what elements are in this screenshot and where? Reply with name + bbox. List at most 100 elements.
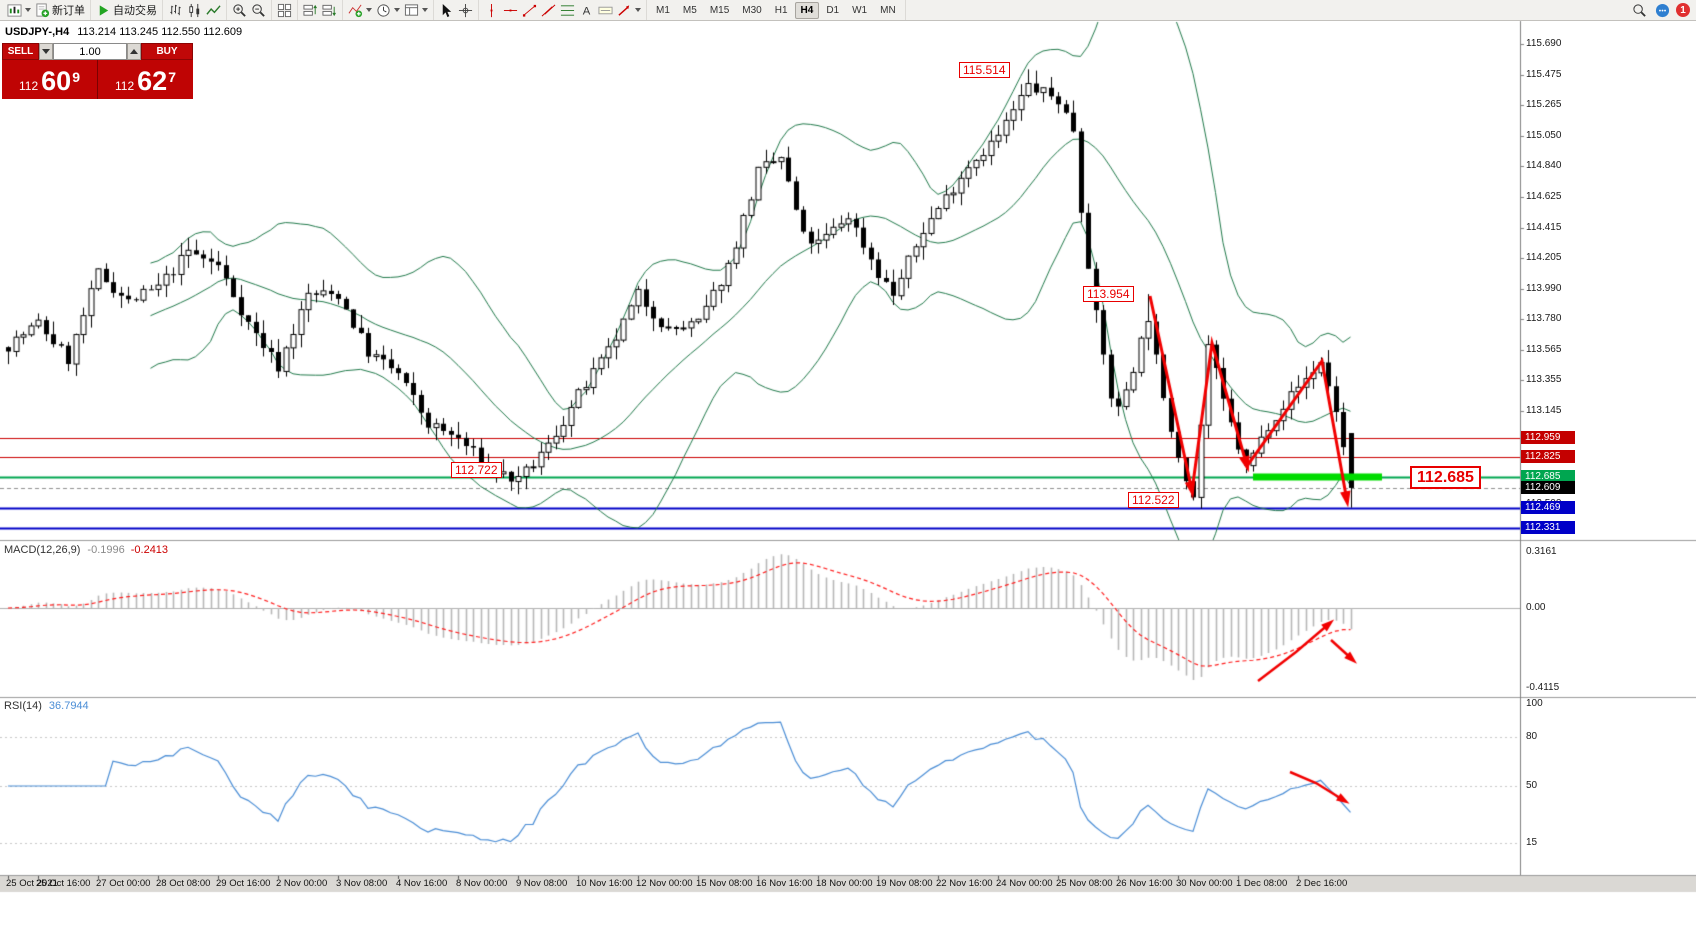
dropdown-caret-icon bbox=[25, 8, 31, 12]
vertical-line-tool-button[interactable] bbox=[482, 2, 501, 19]
timeframe-m30[interactable]: M30 bbox=[742, 4, 762, 16]
crosshair-tool-button[interactable] bbox=[456, 2, 475, 19]
indicators-button[interactable] bbox=[346, 2, 374, 19]
timeframe-mn[interactable]: MN bbox=[880, 4, 896, 16]
timeframe-m1[interactable]: M1 bbox=[656, 4, 670, 16]
fibo-icon bbox=[560, 3, 575, 18]
one-click-trading-panel: SELL BUY 112 60 9 112 62 7 bbox=[2, 43, 193, 99]
search-icon bbox=[1632, 3, 1647, 18]
chart-bars-icon bbox=[168, 3, 183, 18]
timeframe-m15[interactable]: M15 bbox=[709, 4, 730, 16]
cursor-tool-button[interactable] bbox=[437, 2, 456, 19]
buy-price-big: 62 bbox=[137, 66, 168, 96]
buy-price-prefix: 112 bbox=[115, 79, 135, 93]
macd-signal-value: -0.2413 bbox=[130, 544, 169, 556]
volume-decrease-button[interactable] bbox=[39, 43, 53, 60]
rsi-value: 36.7944 bbox=[48, 700, 89, 712]
indicators-icon bbox=[348, 3, 363, 18]
toolbar-group: A bbox=[479, 0, 647, 20]
label-tool-button[interactable] bbox=[596, 2, 615, 19]
toolbar-group bbox=[298, 0, 343, 20]
trade-panel-prices: 112 60 9 112 62 7 bbox=[2, 60, 193, 99]
vline-icon bbox=[484, 3, 499, 18]
dropdown-caret-icon bbox=[635, 8, 641, 12]
cascade-windows-button[interactable] bbox=[320, 2, 339, 19]
arrow-tools-button[interactable] bbox=[615, 2, 643, 19]
autotrade-button-label: 自动交易 bbox=[113, 5, 157, 17]
sell-price-prefix: 112 bbox=[19, 79, 39, 93]
decrease-icon bbox=[42, 49, 50, 54]
timeframe-h1[interactable]: H1 bbox=[774, 4, 788, 16]
macd-value: -0.1996 bbox=[87, 544, 125, 556]
sell-button[interactable]: SELL bbox=[2, 43, 39, 60]
search-button[interactable] bbox=[1630, 2, 1649, 19]
chart-type-line-button[interactable] bbox=[204, 2, 223, 19]
shapes-icon bbox=[617, 3, 632, 18]
toolbar-group bbox=[434, 0, 479, 20]
increase-icon bbox=[130, 49, 138, 54]
toolbar-group bbox=[272, 0, 298, 20]
trendline-tool-button[interactable] bbox=[520, 2, 539, 19]
toolbar-group bbox=[227, 0, 272, 20]
buy-price-sup: 7 bbox=[168, 69, 176, 85]
chat-icon bbox=[1655, 3, 1670, 18]
text-tool-button[interactable]: A bbox=[577, 2, 596, 19]
new-chart-icon bbox=[7, 3, 22, 18]
community-button[interactable] bbox=[1653, 2, 1672, 19]
tile-windows-button[interactable] bbox=[275, 2, 294, 19]
chart-type-bars-button[interactable] bbox=[166, 2, 185, 19]
zoom-in-icon bbox=[232, 3, 247, 18]
sell-price-sup: 9 bbox=[72, 69, 80, 85]
stack-down-icon bbox=[322, 3, 337, 18]
macd-name: MACD(12,26,9) bbox=[4, 544, 81, 556]
chart-candles-icon bbox=[187, 3, 202, 18]
zoom-out-button[interactable] bbox=[249, 2, 268, 19]
templates-button[interactable] bbox=[402, 2, 430, 19]
ohlc-values: 113.214 113.245 112.550 112.609 bbox=[77, 26, 243, 38]
main-toolbar: 新订单 自动交易 A M1 M5 M15 M30 H1 H4 D1 W1 MN 1 bbox=[0, 0, 1696, 21]
horizontal-line-tool-button[interactable] bbox=[501, 2, 520, 19]
notification-badge[interactable]: 1 bbox=[1676, 3, 1690, 17]
label-icon bbox=[598, 3, 613, 18]
toolbar-right: 1 bbox=[1630, 2, 1694, 19]
toolbar-group: 新订单 bbox=[2, 0, 91, 20]
chart-line-icon bbox=[206, 3, 221, 18]
new-chart-button[interactable] bbox=[5, 2, 33, 19]
text-icon: A bbox=[579, 3, 594, 18]
stack-up-icon bbox=[303, 3, 318, 18]
trendline-icon bbox=[522, 3, 537, 18]
timeframe-d1[interactable]: D1 bbox=[826, 4, 840, 16]
channel-tool-button[interactable] bbox=[539, 2, 558, 19]
arrange-windows-button[interactable] bbox=[301, 2, 320, 19]
dropdown-caret-icon bbox=[394, 8, 400, 12]
cursor-icon bbox=[439, 3, 454, 18]
dropdown-caret-icon bbox=[422, 8, 428, 12]
clock-icon bbox=[376, 3, 391, 18]
tile-windows-icon bbox=[277, 3, 292, 18]
buy-price-display[interactable]: 112 62 7 bbox=[98, 60, 193, 99]
new-order-button-label: 新订单 bbox=[52, 5, 85, 17]
timeframe-m5[interactable]: M5 bbox=[682, 4, 697, 16]
dropdown-caret-icon bbox=[366, 8, 372, 12]
rsi-indicator-label: RSI(14) 36.7944 bbox=[4, 700, 89, 712]
volume-input[interactable] bbox=[53, 43, 127, 60]
fibonacci-tool-button[interactable] bbox=[558, 2, 577, 19]
chart-ohlc-readout: USDJPY-,H4 113.214 113.245 112.550 112.60… bbox=[5, 26, 242, 38]
crosshair-icon bbox=[458, 3, 473, 18]
zoom-out-icon bbox=[251, 3, 266, 18]
rsi-name: RSI(14) bbox=[4, 700, 42, 712]
sell-price-display[interactable]: 112 60 9 bbox=[2, 60, 98, 99]
macd-indicator-label: MACD(12,26,9) -0.1996 -0.2413 bbox=[4, 544, 168, 556]
zoom-in-button[interactable] bbox=[230, 2, 249, 19]
chart-type-candles-button[interactable] bbox=[185, 2, 204, 19]
hline-icon bbox=[503, 3, 518, 18]
periods-button[interactable] bbox=[374, 2, 402, 19]
timeframe-w1[interactable]: W1 bbox=[852, 4, 868, 16]
new-order-button[interactable]: 新订单 bbox=[33, 1, 87, 19]
timeframe-h4[interactable]: H4 bbox=[794, 1, 820, 19]
buy-button[interactable]: BUY bbox=[141, 43, 193, 60]
autotrade-button[interactable]: 自动交易 bbox=[94, 1, 159, 19]
volume-increase-button[interactable] bbox=[127, 43, 141, 60]
